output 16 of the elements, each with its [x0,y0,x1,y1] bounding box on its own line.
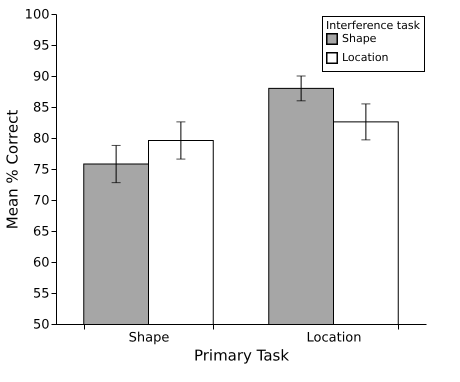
y-tick-label: 75 [32,162,50,178]
legend-label: Shape [342,32,377,45]
y-tick-label: 95 [32,38,50,54]
y-tick-label: 55 [32,286,50,302]
y-axis-title: Mean % Correct [4,110,22,230]
legend-title: Interference task [326,19,421,32]
y-tick-label: 50 [32,318,50,332]
legend-label: Location [342,51,389,64]
y-tick-label: 65 [32,224,50,240]
y-tick-label: 85 [32,100,50,116]
x-axis-title: Primary Task [194,346,290,364]
y-tick-label: 90 [32,70,50,84]
y-tick-label: 60 [32,256,50,270]
y-tick-label: 70 [32,194,50,208]
y-tick-label: 80 [32,132,50,146]
y-tick-label: 100 [24,8,50,22]
